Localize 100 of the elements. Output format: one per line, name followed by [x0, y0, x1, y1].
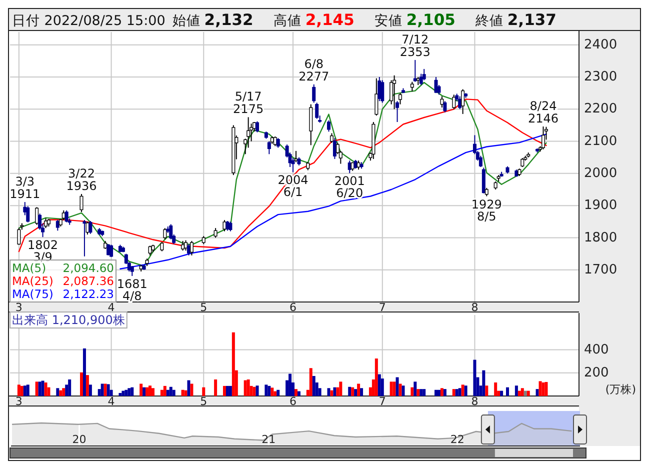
- candlestick: [380, 80, 384, 104]
- bar: [294, 389, 298, 396]
- bar: [473, 360, 476, 396]
- bar: [142, 387, 146, 396]
- bar: [354, 389, 358, 396]
- bar: [181, 390, 184, 396]
- candlestick: [452, 94, 456, 110]
- x-tick-label: 3: [15, 395, 22, 408]
- y-tick-label: 1800: [584, 230, 618, 246]
- bar: [526, 390, 530, 396]
- bar: [163, 386, 166, 396]
- candlestick: [422, 68, 426, 81]
- y-axis-title: (万株): [605, 383, 636, 396]
- candlestick: [44, 218, 48, 229]
- annotation: 1681 4/8: [116, 276, 148, 303]
- bar: [122, 390, 125, 396]
- bar: [276, 390, 280, 396]
- bar: [416, 389, 420, 396]
- bar: [202, 387, 206, 396]
- bar: [297, 391, 300, 396]
- bar: [437, 390, 440, 396]
- bar: [244, 380, 247, 396]
- text: 始値: [172, 13, 200, 29]
- bar: [378, 374, 381, 396]
- bar: [312, 376, 316, 396]
- y-tick-label: 2200: [584, 102, 618, 117]
- bar: [274, 391, 277, 396]
- candlestick: [222, 220, 226, 232]
- chart-title: 日付 2022/08/25 15:00: [12, 13, 166, 29]
- candlestick: [246, 116, 250, 148]
- bar: [151, 388, 154, 396]
- bar: [222, 386, 226, 396]
- candlestick: [419, 73, 423, 86]
- bar: [402, 386, 405, 396]
- bar: [172, 390, 176, 396]
- bar: [56, 388, 60, 396]
- bar: [23, 386, 26, 396]
- candlestick: [26, 206, 30, 223]
- x-tick-label: 4: [108, 395, 115, 408]
- x-tick-label: 7: [378, 301, 386, 314]
- x-tick-label: 8: [471, 301, 478, 314]
- bar: [440, 388, 444, 396]
- bar: [410, 387, 414, 396]
- x-tick-label: 21: [262, 433, 276, 446]
- bar: [38, 382, 42, 396]
- bar: [146, 387, 149, 396]
- line-series: [120, 134, 547, 270]
- candlestick: [332, 138, 336, 160]
- bar: [106, 384, 110, 396]
- text: MA(75): [12, 287, 54, 301]
- bar: [327, 388, 330, 396]
- bar: [455, 389, 458, 396]
- bar: [330, 390, 334, 396]
- candlestick: [64, 210, 68, 223]
- y-tick-label: 1700: [584, 262, 618, 278]
- candlestick: [440, 96, 444, 108]
- candlestick: [163, 228, 167, 240]
- candlestick: [312, 84, 316, 104]
- text: MA(25): [12, 274, 54, 288]
- bar: [59, 390, 62, 396]
- bar: [232, 332, 235, 396]
- bar: [485, 386, 488, 396]
- text: 2,132: [204, 11, 254, 29]
- annotation: 2,087.36: [62, 274, 114, 288]
- text: 2,105: [406, 11, 456, 29]
- x-tick-label: 4: [108, 301, 115, 314]
- bar: [35, 382, 38, 396]
- bar: [169, 386, 172, 396]
- bar: [518, 390, 521, 396]
- bar: [130, 387, 134, 396]
- bar: [252, 386, 256, 396]
- bar: [452, 389, 456, 396]
- x-tick-label: 5: [200, 301, 208, 314]
- y-tick-label: 2400: [584, 37, 618, 52]
- x-tick-label: 3: [15, 301, 22, 314]
- y-tick-label: 200: [584, 365, 609, 380]
- candlestick: [443, 100, 447, 113]
- candlestick: [398, 92, 402, 105]
- candlestick: [190, 240, 194, 256]
- bar: [166, 390, 170, 396]
- candlestick: [226, 220, 230, 232]
- bar: [160, 390, 164, 396]
- candlestick: [482, 167, 486, 194]
- candlestick: [396, 100, 400, 122]
- bar: [524, 390, 527, 396]
- candlestick: [228, 221, 232, 232]
- candlestick: [315, 102, 319, 120]
- bar: [256, 386, 259, 396]
- annotation: 6/8 2277: [298, 56, 330, 84]
- bar: [62, 388, 66, 396]
- bar: [514, 386, 518, 396]
- y-tick-label: 1900: [584, 198, 618, 214]
- chart-title: 出来高 1,210,900株: [12, 313, 125, 327]
- x-tick-label: 22: [450, 433, 464, 446]
- bar: [538, 381, 542, 396]
- x-tick-label: 8: [471, 395, 478, 408]
- candlestick: [390, 80, 394, 105]
- candlestick: [327, 120, 331, 132]
- bar: [434, 390, 438, 396]
- annotation: 3/22 1936: [66, 166, 97, 193]
